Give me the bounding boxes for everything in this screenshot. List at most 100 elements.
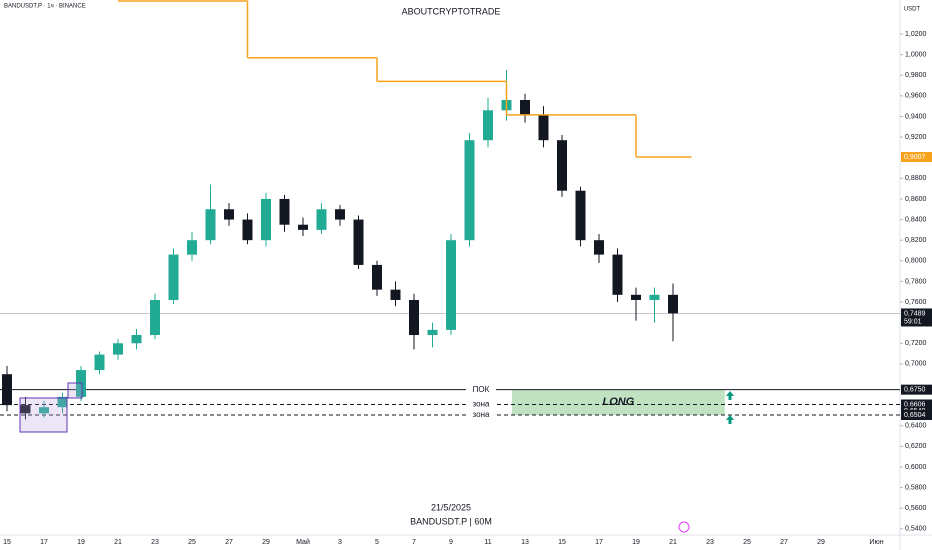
x-tick-label: 29 [817, 539, 825, 546]
candle-body [612, 254, 623, 295]
candle-body [594, 240, 604, 255]
price-badge [901, 151, 932, 162]
x-tick-label: 13 [521, 539, 529, 546]
y-tick-label: 0,9400 [905, 113, 927, 120]
x-tick-label: 11 [484, 539, 491, 546]
y-tick-label: 0,5800 [905, 484, 927, 491]
candle-body [298, 224, 308, 230]
candle-body [187, 240, 197, 255]
x-tick-label: 15 [3, 539, 11, 546]
candle-body [242, 219, 253, 241]
y-tick-label: 0,9800 [905, 72, 927, 79]
x-tick-label: 17 [40, 539, 48, 546]
date-caption: 21/5/2025 [431, 502, 471, 512]
candle-body [150, 299, 160, 336]
y-tick-label: 0,8600 [905, 196, 927, 203]
y-tick-label: 0,7800 [905, 278, 927, 285]
level-text-bg [466, 399, 496, 409]
candle-body [538, 115, 549, 141]
candle-body [446, 240, 456, 330]
candle-body [2, 374, 12, 406]
x-tick-label: 21 [669, 539, 677, 546]
currency: USDT [904, 7, 921, 13]
candle-body [372, 264, 382, 290]
candle-body [316, 209, 327, 230]
price-badge-label: 0,7489 [904, 310, 926, 317]
candle-body [649, 294, 660, 300]
candle-body [631, 294, 641, 300]
level-text-bg [466, 410, 496, 420]
y-tick-label: 0,8200 [905, 237, 927, 244]
y-tick-label: 0,6000 [905, 464, 927, 471]
price-badge-label: 0,6606 [904, 401, 926, 408]
y-tick-label: 1,0000 [905, 51, 927, 58]
candle-body [464, 140, 475, 241]
chart-title: ABOUTCRYPTOTRADE [402, 6, 501, 16]
y-tick-label: 0,7600 [905, 299, 927, 306]
level-text: зона [473, 400, 490, 409]
price-badge-label: 0,6750 [904, 386, 926, 393]
long-label: LONG [603, 396, 635, 408]
candle-body [168, 254, 179, 300]
x-tick-label: 9 [449, 539, 453, 546]
arrow-up [726, 415, 734, 424]
candle-body [57, 396, 68, 408]
y-tick-label: 0,7200 [905, 340, 927, 347]
x-tick-label: 15 [558, 539, 566, 546]
x-tick-label: 21 [114, 539, 122, 546]
candle-body [668, 294, 678, 314]
candle-body [39, 407, 49, 414]
footer: BANDUSDT.P | 60M [410, 516, 492, 526]
candle-body [353, 219, 364, 265]
candle-body [131, 335, 142, 344]
x-tick-label: Июн [869, 539, 883, 546]
y-tick-label: 0,9200 [905, 134, 927, 141]
countdown: 59:01 [904, 318, 922, 325]
candle-body [335, 209, 345, 220]
candle-body [557, 140, 567, 191]
y-tick-label: 0,8800 [905, 175, 927, 182]
x-tick-label: 5 [375, 539, 379, 546]
candle-body [483, 110, 493, 141]
symbol: BANDUSDT.P · 1ч · BINANCE [4, 4, 86, 10]
x-tick-label: 7 [412, 539, 416, 546]
candle-body [279, 198, 290, 225]
candle-body [224, 209, 234, 220]
x-tick-label: 19 [632, 539, 640, 546]
level-text-bg [466, 385, 496, 395]
x-tick-label: 23 [151, 539, 159, 546]
y-tick-label: 0,8400 [905, 216, 927, 223]
y-tick-label: 0,9600 [905, 93, 927, 100]
candle-body [94, 354, 105, 371]
price-badge [901, 399, 932, 410]
x-tick-label: 17 [595, 539, 603, 546]
x-tick-label: Май [296, 538, 310, 546]
long-zone [512, 389, 725, 416]
level-text: зона [473, 410, 490, 419]
range-box [67, 382, 83, 399]
y-tick-label: 0,5400 [905, 526, 927, 533]
y-tick-label: 1,0200 [905, 31, 927, 38]
candle-body [427, 329, 438, 336]
x-tick-label: 25 [743, 539, 751, 546]
candle-body [20, 405, 31, 414]
price-badge-label: 0,9007 [904, 154, 926, 161]
candle-body [520, 99, 530, 116]
x-tick-label: 29 [262, 539, 270, 546]
x-tick-label: 25 [188, 539, 196, 546]
x-tick-label: 27 [225, 539, 233, 546]
y-tick-label: 0,5600 [905, 505, 927, 512]
y-tick-label: 0,6200 [905, 443, 927, 450]
y-tick-label: 0,6400 [905, 423, 927, 430]
candle-body [390, 289, 401, 300]
candle-body [575, 190, 586, 241]
arrow-up [726, 391, 734, 400]
candle-body [205, 209, 216, 241]
candle-body [409, 299, 419, 336]
event-icon [678, 521, 690, 533]
y-tick-label: 0,7000 [905, 361, 927, 368]
price-badge [901, 308, 932, 327]
candle-body [113, 343, 123, 355]
